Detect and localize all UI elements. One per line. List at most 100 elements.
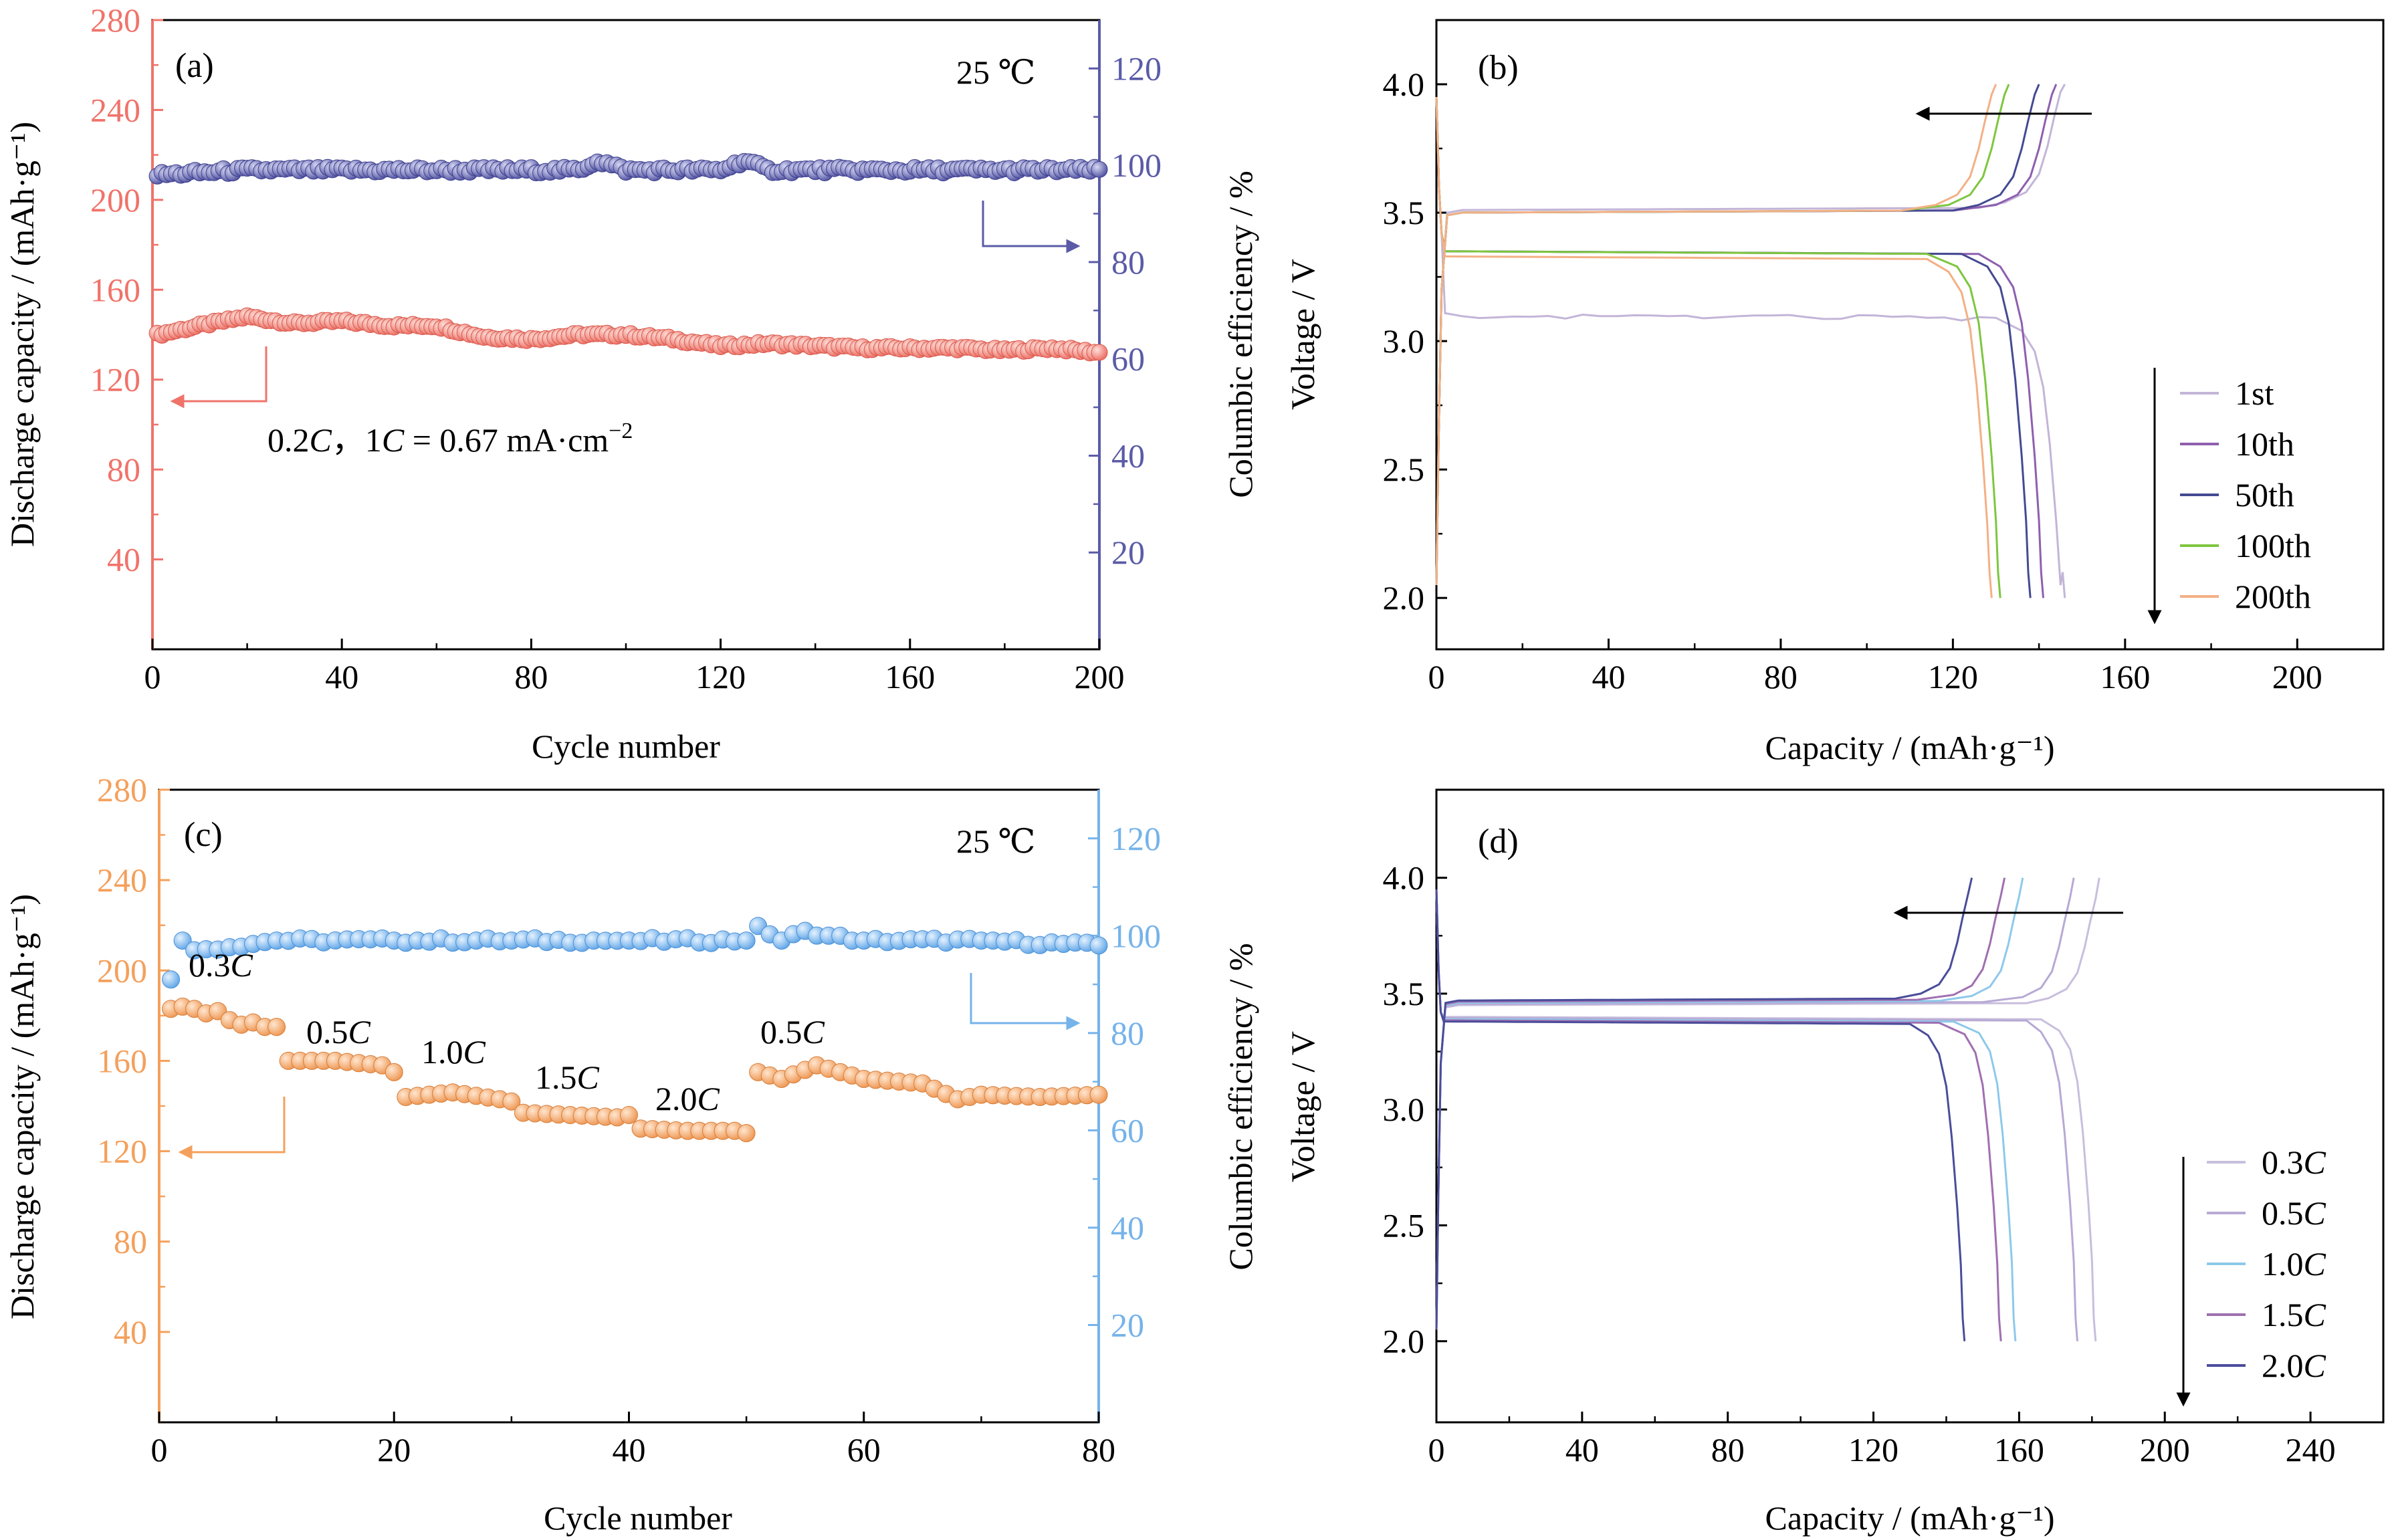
y-tick-label: 4.0 xyxy=(1383,66,1425,103)
charge-curve xyxy=(1435,84,2066,586)
legend-unit: C xyxy=(2304,1296,2326,1333)
rate-sup: −2 xyxy=(609,419,633,443)
legend-label: 10th xyxy=(2235,425,2294,463)
capacity-point xyxy=(267,1018,286,1036)
discharge-curve xyxy=(1435,97,2066,598)
rate-number: 1.0 xyxy=(421,1033,463,1071)
rate-label: 0.5C xyxy=(760,1013,825,1051)
legend-label: 1.5C xyxy=(2262,1296,2326,1333)
legend-name: 2.0 xyxy=(2262,1347,2304,1384)
legend-name: 0.3 xyxy=(2262,1143,2304,1181)
legend-label: 100th xyxy=(2235,527,2311,564)
x-axis-label: Capacity / (mAh·g⁻¹) xyxy=(1765,729,2055,766)
legend-name: 200th xyxy=(2235,578,2311,615)
x-tick-label: 0 xyxy=(144,658,161,695)
x-tick-label: 80 xyxy=(1082,1431,1115,1468)
x-tick-label: 160 xyxy=(885,658,935,695)
y-tick-label: 280 xyxy=(90,1,140,39)
charge-curve xyxy=(1435,84,2058,586)
charge-curve xyxy=(1435,84,1997,586)
rate-sep: ，1 xyxy=(332,421,382,459)
x-tick-label: 20 xyxy=(377,1431,411,1468)
plot-frame xyxy=(1435,19,2385,651)
x-tick-label: 40 xyxy=(1565,1431,1599,1468)
rate-value: = 0.67 mA·cm xyxy=(404,421,609,459)
panel-c: 0 20 40 60 80 40 80 120 160 200 240 280 20 40 60 80 100 1… xyxy=(3,771,1259,1537)
y-tick-label: 2.0 xyxy=(1383,579,1425,617)
charge-curve xyxy=(1435,877,2006,1330)
panel-label: (d) xyxy=(1478,822,1519,861)
x-tick-label: 80 xyxy=(1764,658,1798,695)
legend-name: 10th xyxy=(2235,425,2294,463)
y2-axis-label: Columbic efficiency / % xyxy=(1222,171,1259,498)
y-axis-label: Voltage / V xyxy=(1284,259,1321,410)
legend-label: 0.5C xyxy=(2262,1194,2326,1232)
capacity-point xyxy=(1089,1085,1108,1104)
right-axis-arrow xyxy=(982,201,1081,253)
rate-unit: C xyxy=(310,421,332,459)
y-tick-label: 40 xyxy=(114,1313,147,1351)
panel-d: 0 40 80 120 160 200 240 2.0 2.5 3.0 3.5 4.0 (d) 0.3… xyxy=(1284,788,2385,1537)
y2-tick-label: 100 xyxy=(1111,146,1162,184)
y-axis-label: Discharge capacity / (mAh·g⁻¹) xyxy=(3,122,41,547)
rate-label: 0.3C xyxy=(189,946,253,984)
y-tick-label: 2.5 xyxy=(1383,451,1425,488)
y2-tick-label: 20 xyxy=(1111,1306,1144,1343)
legend-label: 200th xyxy=(2235,578,2311,615)
x-tick-label: 60 xyxy=(847,1431,881,1468)
left-axis-arrow xyxy=(170,346,267,409)
temperature-label: 25 ℃ xyxy=(956,822,1035,860)
discharge-curve xyxy=(1435,889,2078,1341)
x-tick-label: 0 xyxy=(1428,1431,1445,1468)
x-tick-label: 80 xyxy=(1711,1431,1745,1468)
rate-number: 1.5 xyxy=(535,1059,577,1096)
panel-label: (b) xyxy=(1478,49,1519,87)
y-tick-label: 200 xyxy=(97,952,147,989)
rate-unit: C xyxy=(463,1033,486,1071)
y-axis-label: Discharge capacity / (mAh·g⁻¹) xyxy=(3,894,41,1319)
x-tick-label: 240 xyxy=(2286,1431,2336,1468)
legend-name: 1.0 xyxy=(2262,1245,2304,1283)
rate-label: 1.0C xyxy=(421,1033,486,1071)
x-tick-label: 40 xyxy=(325,658,358,695)
legend-label: 0.3C xyxy=(2262,1143,2326,1181)
legend-label: 1.0C xyxy=(2262,1245,2326,1283)
legend-unit: C xyxy=(2304,1245,2326,1283)
y-tick-label: 80 xyxy=(114,1223,147,1260)
y-tick-label: 160 xyxy=(97,1042,147,1079)
y2-tick-label: 60 xyxy=(1111,1111,1144,1149)
charge-curve xyxy=(1435,84,2010,586)
rate-unit: C xyxy=(231,946,253,984)
panel-a: 0 40 80 120 160 200 40 80 120 160 200 240 280 20 40 60 8… xyxy=(3,1,1259,765)
efficiency-point xyxy=(737,931,756,950)
capacity-point xyxy=(385,1063,403,1081)
rate-number: 2.0 xyxy=(655,1080,697,1117)
x-axis-label: Cycle number xyxy=(532,728,720,765)
y-tick-label: 4.0 xyxy=(1383,859,1425,897)
left-axis-arrow xyxy=(178,1097,286,1160)
legend-name: 1.5 xyxy=(2262,1296,2304,1333)
x-tick-label: 80 xyxy=(514,658,548,695)
y2-tick-label: 80 xyxy=(1111,1014,1144,1052)
discharge-curve xyxy=(1435,97,1993,598)
discharge-curve xyxy=(1435,889,2002,1341)
efficiency-point xyxy=(173,931,192,950)
y-tick-label: 3.5 xyxy=(1383,975,1425,1012)
plot-frame xyxy=(1435,788,2385,1424)
legend-label: 50th xyxy=(2235,476,2294,514)
discharge-curve xyxy=(1435,97,2001,598)
x-axis-label: Cycle number xyxy=(544,1499,732,1537)
charge-curve xyxy=(1435,84,2040,586)
y2-tick-label: 20 xyxy=(1111,534,1145,571)
capacity-point xyxy=(620,1106,638,1125)
y2-tick-label: 60 xyxy=(1111,340,1145,378)
efficiency-point xyxy=(1091,160,1108,178)
y-tick-label: 120 xyxy=(97,1133,147,1170)
rate-annotation: 0.2C，1C = 0.67 mA·cm−2 xyxy=(267,419,633,459)
y-tick-label: 160 xyxy=(90,271,140,308)
rate-unit: C xyxy=(802,1013,825,1051)
rate-label: 1.5C xyxy=(535,1059,600,1096)
x-tick-label: 120 xyxy=(1928,658,1978,695)
x-tick-label: 200 xyxy=(2272,658,2322,695)
x-tick-label: 40 xyxy=(613,1431,646,1468)
